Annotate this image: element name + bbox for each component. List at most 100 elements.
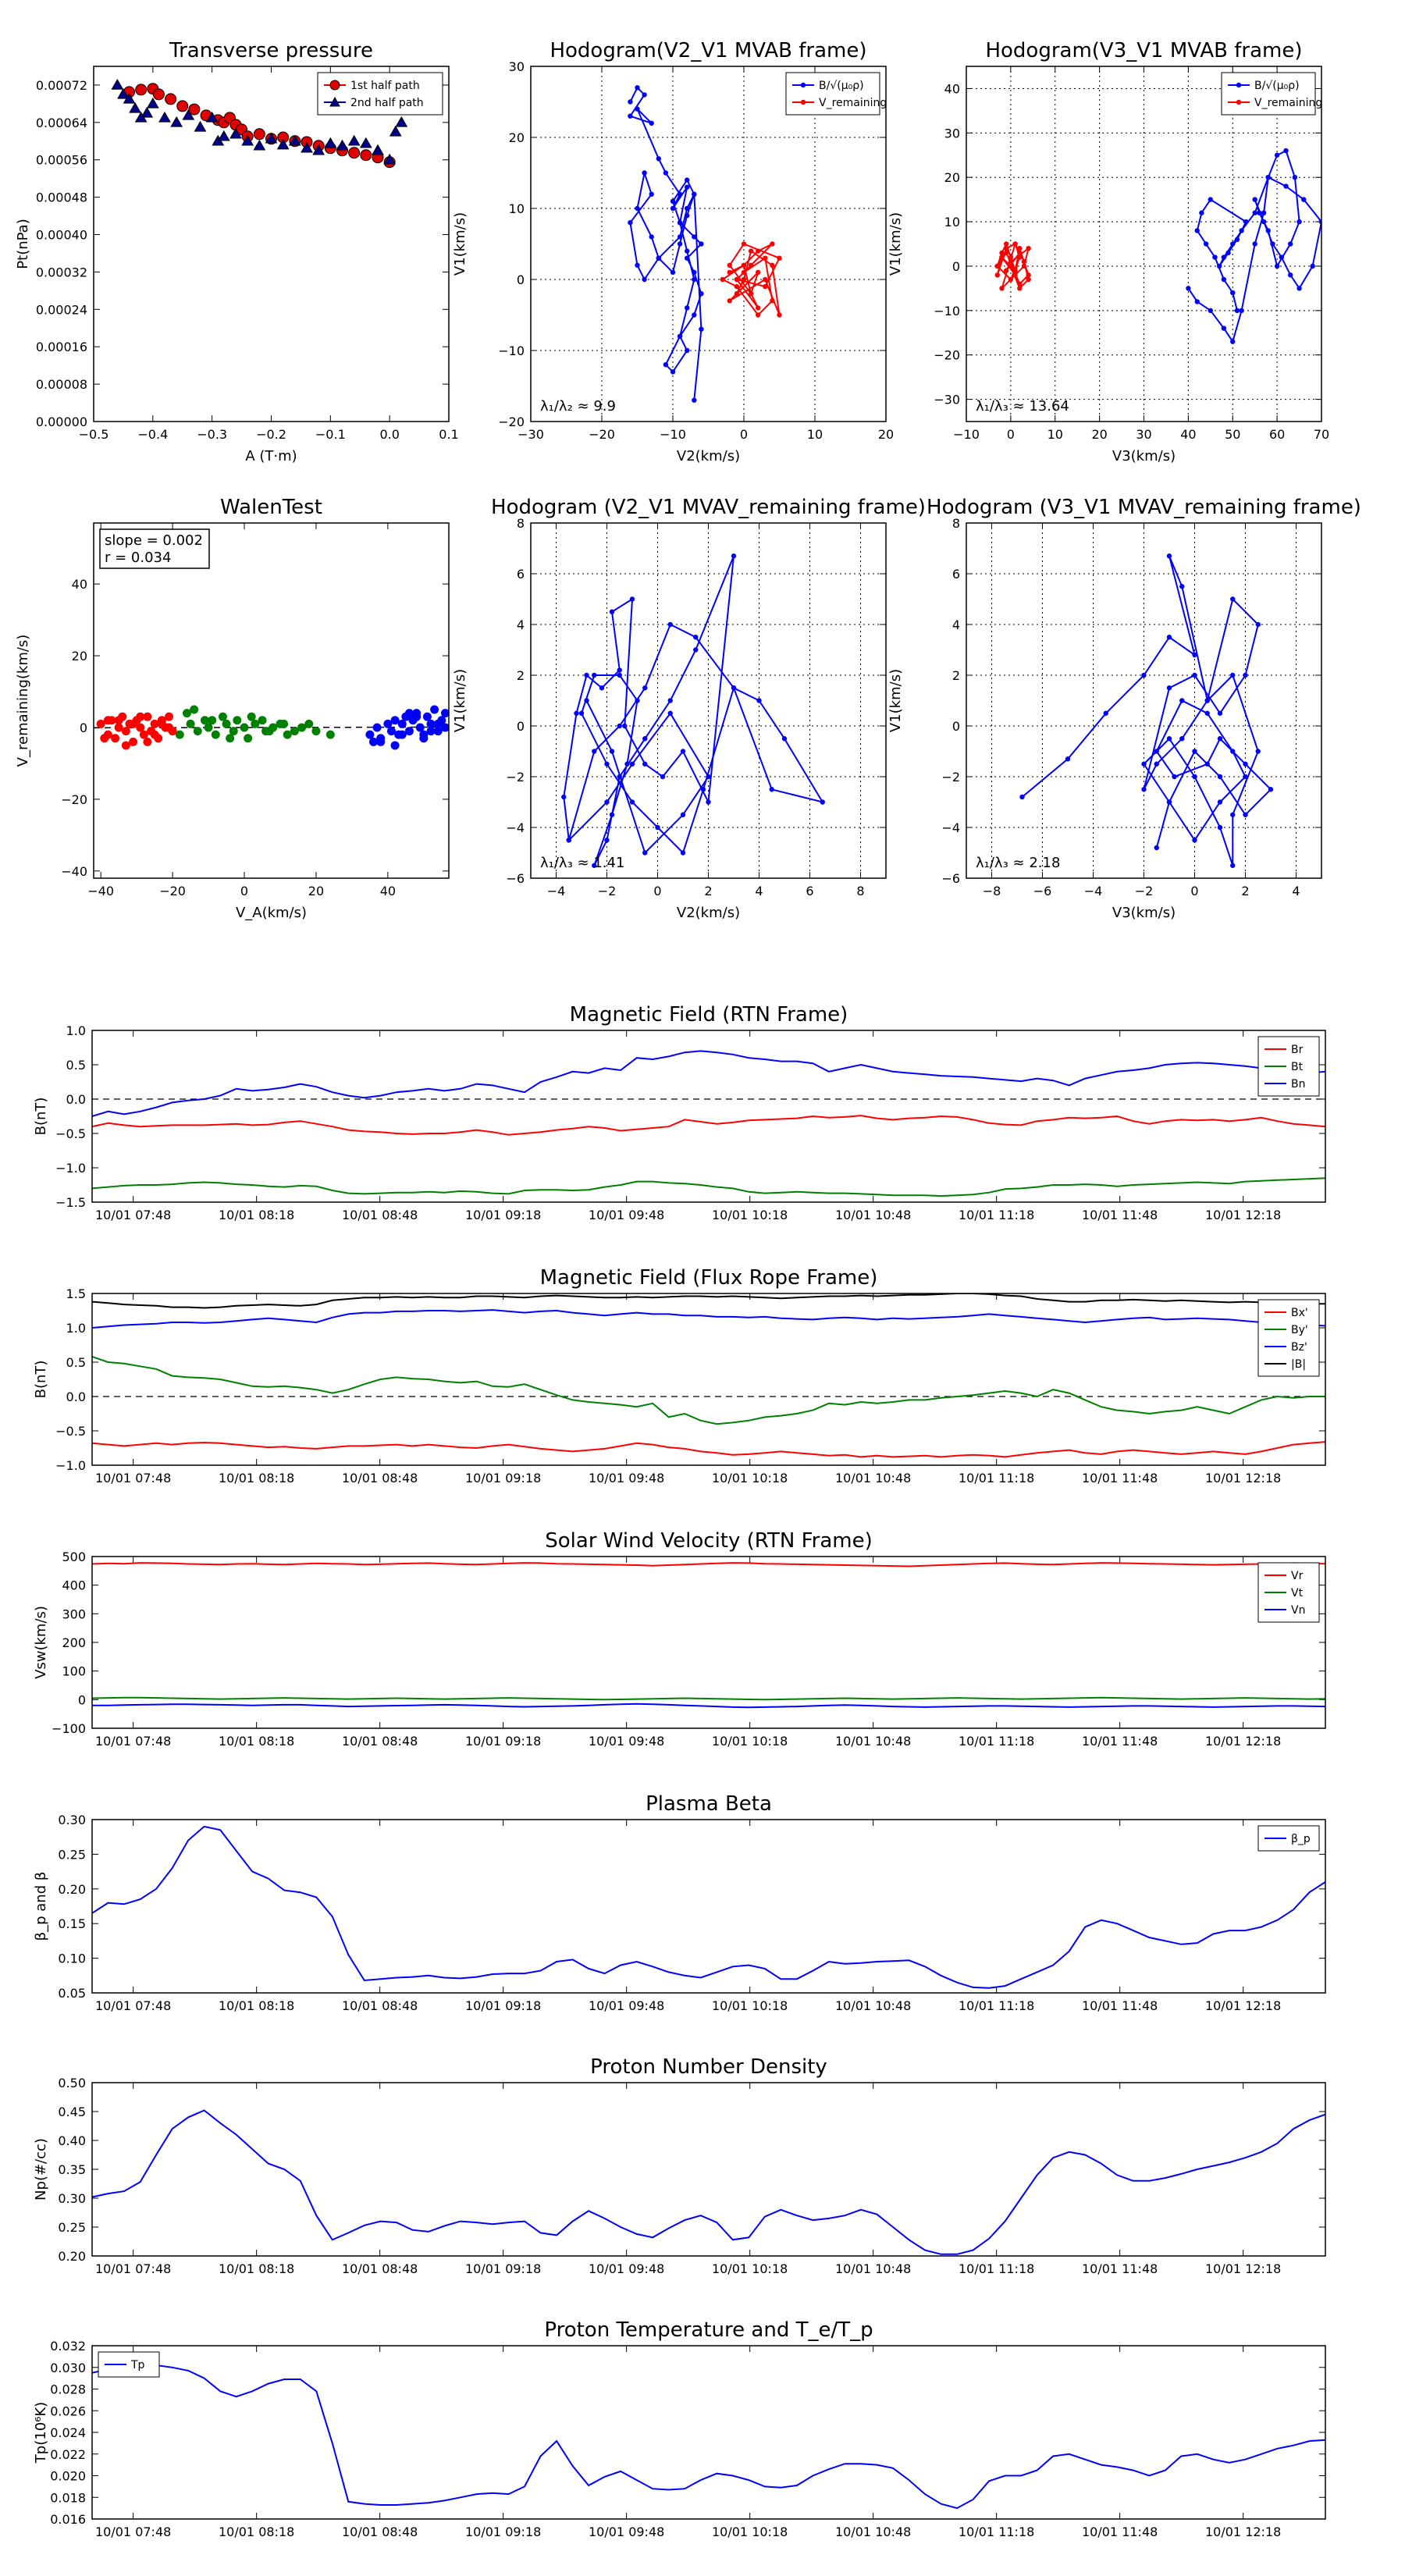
series-Vr	[92, 1562, 1325, 1567]
series-By'	[92, 1356, 1325, 1425]
data-point	[1008, 263, 1014, 269]
data-point	[660, 774, 666, 780]
data-point	[622, 723, 628, 729]
data-point	[1274, 152, 1280, 158]
x-tick-label: 10/01 10:18	[712, 2261, 788, 2276]
x-tick-label: 10/01 12:18	[1205, 1734, 1281, 1749]
x-tick-label: 10/01 10:18	[712, 2524, 788, 2539]
data-point	[288, 134, 301, 146]
x-tick-label: 10/01 11:48	[1082, 1208, 1158, 1222]
legend-label: Vn	[1291, 1604, 1305, 1617]
series-line	[92, 1177, 1325, 1197]
series-line	[1021, 555, 1272, 866]
data-point	[649, 120, 654, 126]
data-point	[1243, 219, 1249, 225]
data-point	[667, 621, 673, 628]
data-point	[1003, 268, 1009, 273]
plot-frame	[91, 2082, 1326, 2257]
legend-label: V_remaining	[1254, 97, 1322, 109]
y-axis-label: Vsw(km/s)	[33, 1606, 49, 1679]
series-line	[92, 1703, 1325, 1709]
y-tick-label: −0.5	[55, 1424, 86, 1439]
x-tick-label: 10/01 12:18	[1205, 2261, 1281, 2276]
y-tick-label: 0.00008	[36, 377, 87, 392]
data-point	[1265, 174, 1271, 180]
legend-label: Vt	[1291, 1587, 1304, 1599]
data-point	[756, 305, 761, 311]
data-point	[566, 838, 571, 843]
data-point	[1261, 219, 1267, 225]
plot-frame	[91, 1030, 1326, 1203]
data-point	[1199, 210, 1204, 215]
x-tick-label: 0	[240, 884, 248, 898]
data-point	[770, 241, 775, 247]
y-tick-label: 40	[944, 81, 960, 96]
y-tick-label: 0.0	[66, 1092, 86, 1107]
chart-proton_temp: Proton Temperature and T_e/T_p 10/01 07:4…	[33, 2318, 1326, 2539]
y-tick-label: −2	[506, 770, 525, 785]
data-point	[1239, 228, 1244, 233]
y-tick-label: 0.20	[58, 2249, 86, 2264]
data-point	[347, 134, 361, 146]
series-line	[1187, 149, 1321, 343]
legend-marker	[800, 82, 806, 88]
y-axis-label: V1(km/s)	[452, 669, 468, 732]
data-point	[685, 184, 690, 190]
x-tick-label: −2	[598, 884, 617, 898]
y-tick-label: −4	[506, 820, 525, 835]
y-tick-label: 0.45	[58, 2105, 86, 2119]
data-point	[311, 727, 321, 736]
data-point	[677, 241, 683, 247]
data-point	[685, 305, 690, 311]
data-point	[692, 269, 697, 276]
data-point	[240, 723, 249, 732]
data-point	[604, 761, 610, 767]
data-point	[247, 712, 256, 721]
y-tick-label: 0.00040	[36, 228, 87, 243]
x-tick-label: 10/01 09:18	[465, 1998, 541, 2013]
data-point	[1230, 241, 1236, 247]
x-tick-label: 10/01 09:18	[465, 1471, 541, 1485]
data-point	[677, 191, 683, 197]
data-point	[139, 730, 148, 739]
legend-label: Tp	[130, 2359, 145, 2371]
data-point	[336, 139, 349, 151]
data-point	[770, 262, 775, 268]
series-Bz'	[92, 1309, 1325, 1329]
chart-transverse_pressure: Transverse pressure −0.5 −0.4 −0.3 −0.2 −0.1 0…	[15, 39, 459, 464]
x-tick-label: 10/01 11:18	[959, 1208, 1034, 1222]
x-tick-label: 10/01 09:18	[465, 2524, 541, 2539]
y-tick-label: −10	[498, 343, 525, 358]
data-point	[258, 716, 267, 725]
y-tick-label: 8	[952, 516, 960, 531]
data-point	[301, 141, 313, 153]
data-point	[1230, 339, 1236, 344]
data-point	[1166, 736, 1172, 742]
series-line	[92, 1441, 1325, 1458]
y-tick-label: 0.5	[66, 1058, 86, 1073]
series-Vt	[92, 1696, 1325, 1701]
data-point	[1192, 652, 1197, 658]
data-point	[692, 191, 697, 197]
data-point	[1255, 621, 1261, 628]
data-point	[578, 710, 585, 716]
y-tick-label: 1.0	[66, 1321, 86, 1336]
data-point	[1026, 272, 1031, 278]
data-point	[685, 347, 690, 354]
data-point	[592, 672, 597, 678]
data-point	[129, 101, 141, 113]
data-point	[297, 723, 307, 732]
x-tick-label: 40	[1180, 427, 1196, 442]
data-point	[1265, 228, 1271, 233]
series-Bx'	[92, 1441, 1325, 1458]
y-tick-label: 1.0	[66, 1023, 86, 1038]
data-point	[1154, 845, 1159, 851]
y-tick-label: −30	[934, 393, 960, 407]
data-point	[365, 730, 375, 739]
legend-label: 2nd half path	[350, 97, 424, 109]
x-tick-label: 10/01 09:18	[465, 2261, 541, 2276]
data-point	[253, 128, 265, 141]
legend-label: Bz'	[1291, 1341, 1307, 1354]
data-point	[1221, 254, 1227, 260]
y-axis-label: V1(km/s)	[887, 669, 904, 732]
